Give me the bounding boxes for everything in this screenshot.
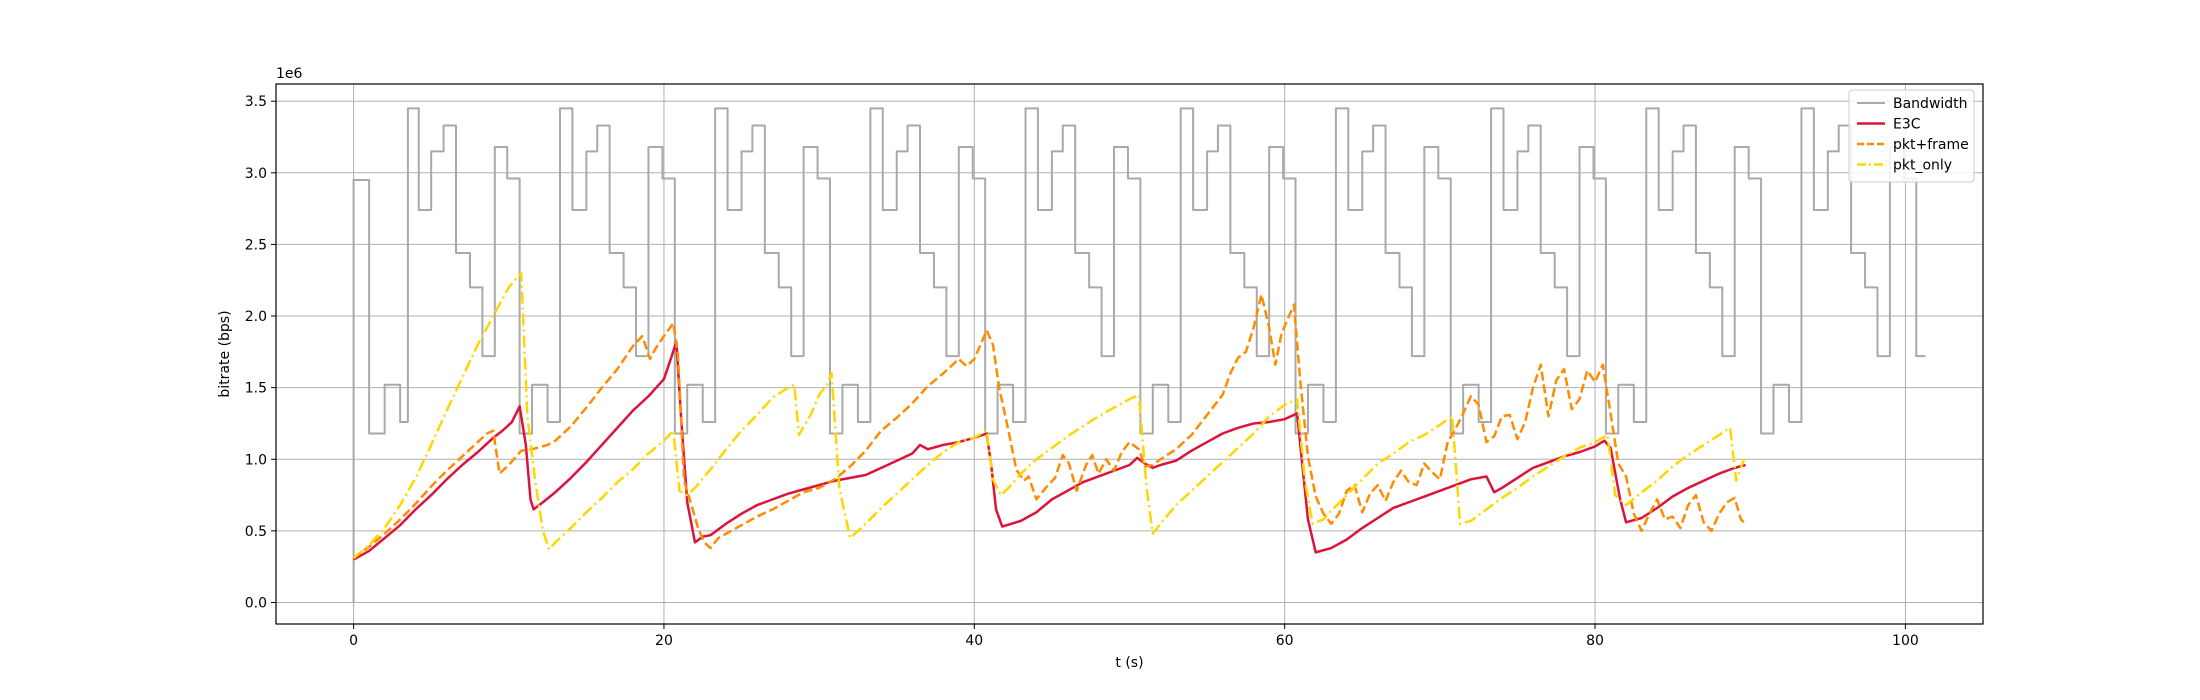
y-axis-offset-text: 1e6	[276, 66, 303, 82]
series-group	[352, 107, 1926, 603]
x-tick-label: 60	[1276, 633, 1294, 649]
y-tick-label: 1.0	[245, 452, 267, 468]
legend-label: Bandwidth	[1893, 96, 1968, 112]
series-line-pkt-frame	[352, 293, 1745, 560]
y-tick-label: 0.5	[245, 524, 267, 540]
legend-label: E3C	[1893, 117, 1921, 133]
legend-label: pkt_only	[1893, 158, 1952, 174]
y-tick-label: 2.0	[245, 309, 267, 325]
y-axis-label: bitrate (bps)	[217, 310, 233, 397]
series-line-e3c	[352, 340, 1746, 561]
y-tick-label: 3.5	[245, 94, 267, 110]
y-tick-label: 1.5	[245, 381, 267, 397]
series-line-pkt-only	[352, 271, 1746, 560]
y-tick-label: 3.0	[245, 166, 267, 182]
legend: Bandwidth E3C pkt+frame pkt_only	[1848, 89, 1975, 183]
series-line-bandwidth	[352, 107, 1926, 603]
x-tick-label: 100	[1892, 633, 1919, 649]
plot-area: 0 20 40 60 80 100 0.0 0.5 1.0 1.5 2.0 2.5 3.0 3.5	[245, 83, 1984, 649]
x-tick-label: 80	[1586, 633, 1604, 649]
x-tick-label: 40	[965, 633, 983, 649]
x-tick-label: 0	[349, 633, 358, 649]
x-tick-label: 20	[655, 633, 673, 649]
legend-box	[1848, 89, 1975, 183]
axes-frame	[275, 83, 1984, 625]
y-tick-label: 0.0	[245, 596, 267, 612]
x-axis-label: t (s)	[1115, 655, 1143, 671]
y-tick-label: 2.5	[245, 237, 267, 253]
legend-label: pkt+frame	[1893, 137, 1969, 153]
